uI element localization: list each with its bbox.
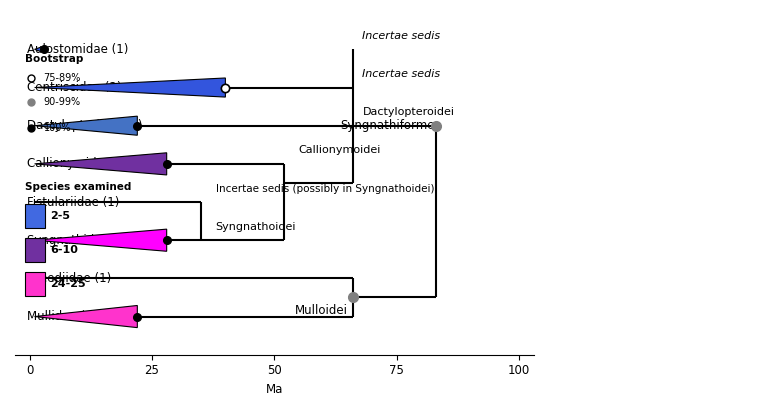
Text: Callionymoidei: Callionymoidei bbox=[299, 145, 381, 155]
Text: Incertae sedis (possibly in Syngnathoidei): Incertae sedis (possibly in Syngnathoide… bbox=[216, 184, 434, 194]
Text: Incertae sedis: Incertae sedis bbox=[363, 69, 440, 79]
Polygon shape bbox=[34, 305, 137, 328]
Polygon shape bbox=[34, 229, 167, 251]
Text: Callionymidae (4): Callionymidae (4) bbox=[27, 157, 132, 171]
Text: Mullidae (5): Mullidae (5) bbox=[27, 310, 98, 323]
Polygon shape bbox=[34, 153, 167, 175]
Text: Aulostomidae (1): Aulostomidae (1) bbox=[27, 43, 129, 56]
Polygon shape bbox=[34, 46, 44, 53]
Text: Fistulariidae (1): Fistulariidae (1) bbox=[27, 196, 120, 208]
Text: Creediidae (1): Creediidae (1) bbox=[27, 272, 111, 285]
Polygon shape bbox=[34, 78, 226, 97]
Text: Syngnathidae (3): Syngnathidae (3) bbox=[27, 234, 130, 247]
Polygon shape bbox=[34, 116, 137, 135]
Text: Syngnathoidei: Syngnathoidei bbox=[216, 222, 296, 232]
Text: Mulloidei: Mulloidei bbox=[295, 304, 347, 317]
Text: Syngnathiformes: Syngnathiformes bbox=[340, 119, 440, 132]
Text: Dactylopteroidei: Dactylopteroidei bbox=[363, 107, 454, 117]
X-axis label: Ma: Ma bbox=[266, 383, 283, 396]
Text: Dactylopteridae (2): Dactylopteridae (2) bbox=[27, 119, 142, 132]
Text: Centriscidae (2): Centriscidae (2) bbox=[27, 81, 122, 94]
Text: Incertae sedis: Incertae sedis bbox=[363, 31, 440, 41]
